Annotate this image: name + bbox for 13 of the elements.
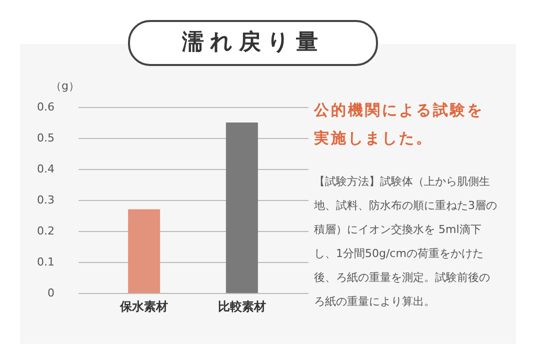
text: 【試験方法】試験体（上から肌側生地、試料、防水布の順に重ねた3層の積層）にイオン交換水を 5ml滴下し、1分間50g/cmの荷重をかけた後、ろ紙の重量を測定。試験前後のろ紙の重量により算出。 [314,174,498,310]
y-tick-label: 0.3 [37,194,54,206]
y-tick-label: 0 [48,286,54,300]
text: 公的機関による試験を実施しました。 [314,100,485,149]
y-tick-label: 0.2 [37,224,54,238]
x-tick-label: 比較素材 [218,300,266,314]
chart-title: 濡れ戻り量 [128,20,378,66]
x-tick-label: 保水素材 [119,300,168,314]
y-tick-label: 0.6 [37,100,54,114]
y-tick-label: 0.4 [37,162,54,176]
y-tick-label: 0.5 [37,132,54,144]
y-tick-label: 0.1 [37,256,54,268]
y-axis-title: （g） [50,80,80,92]
